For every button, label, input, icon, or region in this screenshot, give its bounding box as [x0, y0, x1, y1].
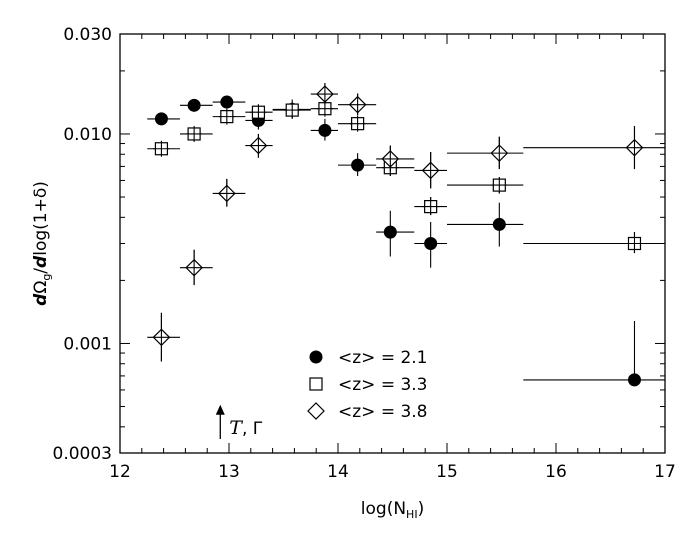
annotation-label: T, Γ	[229, 417, 262, 439]
circle-point	[492, 217, 506, 231]
circle-point	[154, 112, 168, 126]
y-tick-label: 0.001	[63, 334, 112, 354]
circle-point	[351, 158, 365, 172]
x-tick-label: 13	[218, 462, 240, 482]
legend-label: <z> = 3.3	[338, 375, 428, 395]
legend-label: <z> = 2.1	[338, 348, 428, 368]
circle-point	[424, 237, 438, 250]
y-tick-label: 0.0003	[53, 444, 112, 464]
circle-point	[318, 123, 332, 137]
x-tick-label: 12	[109, 462, 131, 482]
error-bars	[147, 83, 665, 381]
circle-point	[383, 225, 397, 239]
x-axis-label: log(NHI)	[361, 499, 424, 521]
t-gamma-annotation: T, Γ	[215, 404, 263, 439]
legend-square-marker	[309, 377, 323, 391]
x-tick-label: 15	[436, 462, 458, 482]
circle-point	[627, 373, 641, 387]
arrow-up-icon	[215, 404, 225, 415]
y-axis-label: dΩg/dlog(1+δ)	[31, 181, 53, 306]
x-tick-label: 16	[545, 462, 567, 482]
legend-diamond-marker	[307, 402, 325, 420]
legend-circle-marker	[309, 350, 323, 364]
circle-point	[187, 98, 201, 112]
x-tick-labels: 12 13 14 15 16 17	[109, 462, 676, 482]
plot-frame	[119, 33, 666, 454]
circle-point	[220, 95, 234, 109]
y-tick-label: 0.030	[63, 25, 112, 45]
y-tick-label: 0.010	[63, 125, 112, 145]
legend-label: <z> = 3.8	[338, 402, 428, 422]
data-markers	[152, 83, 644, 387]
x-tick-label: 17	[654, 462, 676, 482]
legend: <z> = 2.1 <z> = 3.3 <z> = 3.8	[307, 348, 428, 422]
x-tick-label: 14	[327, 462, 349, 482]
y-tick-labels: 0.0003 0.001 0.010 0.030	[53, 25, 112, 464]
